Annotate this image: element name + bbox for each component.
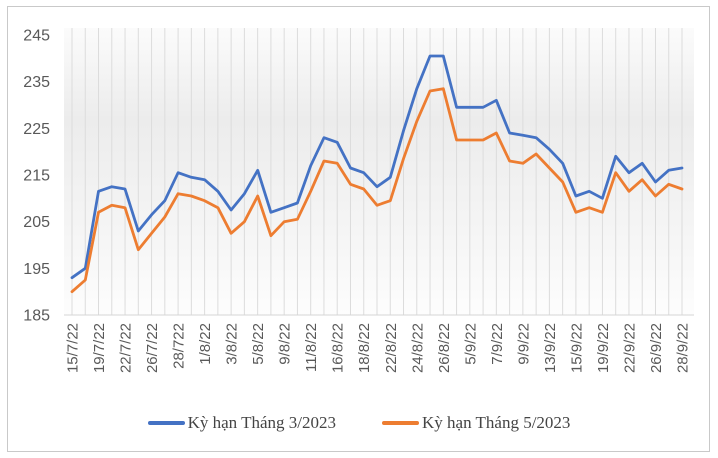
- x-tick-label: 26/7/22: [144, 323, 161, 373]
- legend-item-thang-5-2023: Kỳ hạn Tháng 5/2023: [382, 413, 570, 433]
- x-tick-label: 15/9/22: [568, 323, 585, 373]
- y-tick-label: 205: [23, 214, 50, 231]
- x-tick-label: 11/8/22: [303, 323, 320, 372]
- legend-label-thang-5-2023: Kỳ hạn Tháng 5/2023: [422, 413, 571, 432]
- x-tick-label: 22/9/22: [621, 323, 638, 373]
- legend-label-thang-3-2023: Kỳ hạn Tháng 3/2023: [187, 413, 336, 432]
- x-tick-label: 7/9/22: [489, 323, 506, 365]
- y-tick-label: 245: [23, 28, 50, 45]
- x-tick-label: 5/8/22: [250, 323, 267, 365]
- x-tick-label: 19/7/22: [91, 323, 108, 373]
- x-tick-label: 5/9/22: [462, 323, 479, 365]
- x-tick-label: 19/9/22: [595, 323, 612, 373]
- legend-line-swatch-orange: [382, 421, 419, 425]
- legend-line-swatch-blue: [147, 421, 185, 425]
- x-tick-label: 9/9/22: [515, 323, 532, 365]
- x-tick-label: 13/9/22: [542, 323, 559, 373]
- x-tick-label: 28/9/22: [675, 323, 692, 373]
- legend-item-thang-3-2023: Kỳ hạn Tháng 3/2023: [147, 413, 336, 433]
- y-tick-label: 185: [23, 308, 50, 325]
- series-line-thang-3-2023: [70, 54, 684, 280]
- x-tick-label: 22/8/22: [383, 323, 400, 373]
- y-tick-label: 235: [23, 74, 50, 91]
- x-tick-label: 16/8/22: [330, 323, 347, 373]
- x-tick-label: 26/8/22: [436, 323, 453, 373]
- chart-legend: Kỳ hạn Tháng 3/2023 Kỳ hạn Tháng 5/2023: [0, 413, 718, 433]
- x-tick-label: 28/722: [171, 323, 188, 369]
- x-tick-label: 18/8/22: [356, 323, 373, 373]
- x-tick-label: 3/8/22: [224, 323, 241, 365]
- x-tick-label: 22/7/22: [118, 323, 135, 373]
- x-tick-label: 26/9/22: [648, 323, 665, 373]
- x-tick-label: 1/8/22: [197, 323, 214, 365]
- y-tick-label: 195: [23, 261, 50, 278]
- x-tick-label: 15/7/22: [65, 323, 82, 373]
- plot-area-background: [64, 28, 694, 315]
- y-tick-label: 215: [23, 168, 50, 185]
- x-tick-label: 9/8/22: [277, 323, 294, 365]
- y-tick-label: 225: [23, 121, 50, 138]
- series-line-thang-5-2023: [70, 87, 684, 294]
- x-tick-label: 24/8/22: [409, 323, 426, 373]
